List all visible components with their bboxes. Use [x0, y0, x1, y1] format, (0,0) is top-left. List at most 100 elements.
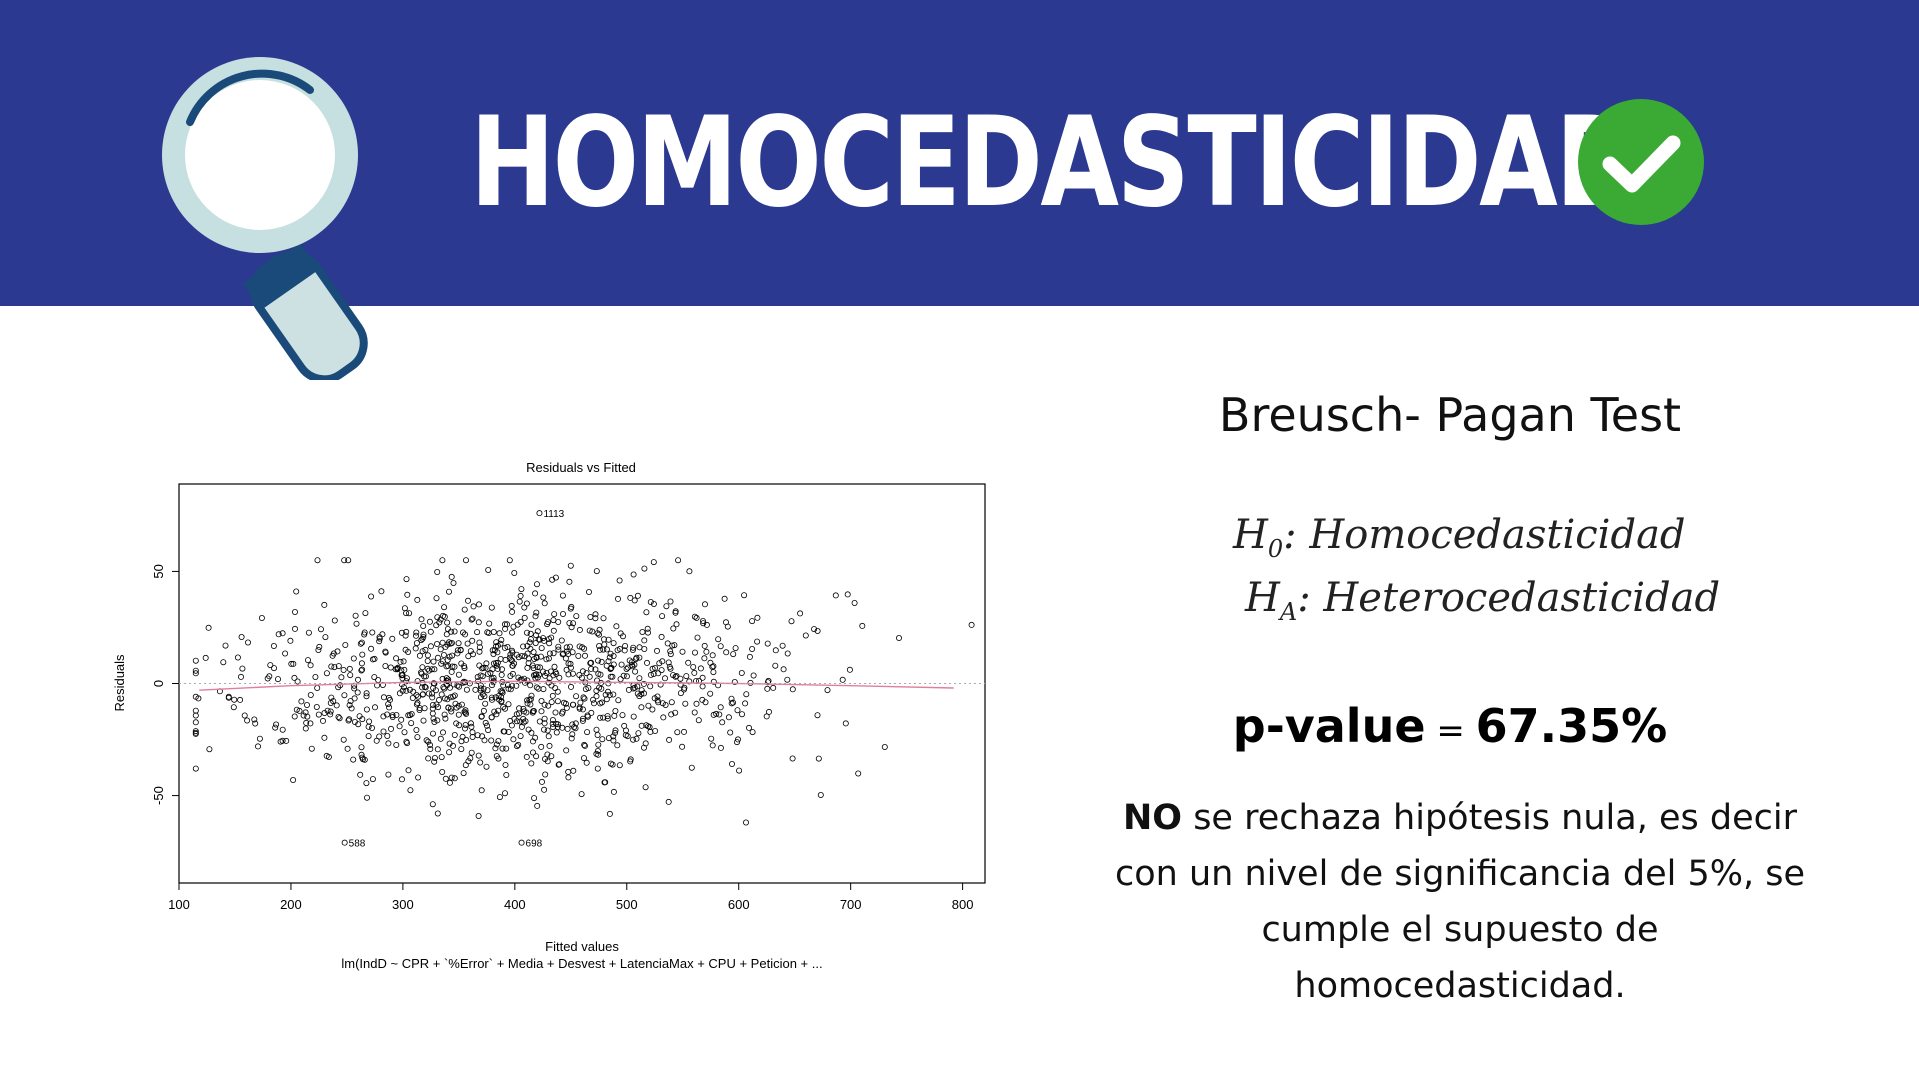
data-point — [358, 660, 365, 667]
p-value-label: p-value — [1232, 699, 1426, 753]
data-point — [533, 609, 540, 616]
data-point — [425, 738, 432, 745]
data-point — [507, 717, 514, 724]
data-point — [579, 717, 586, 724]
data-point — [550, 627, 557, 634]
data-point — [602, 779, 609, 786]
data-point — [431, 718, 438, 725]
data-point — [677, 681, 684, 688]
x-tick-label: 500 — [616, 897, 638, 912]
data-point — [747, 679, 754, 686]
data-point — [623, 665, 630, 672]
data-point — [408, 710, 415, 717]
data-point — [638, 691, 645, 698]
data-point — [679, 743, 686, 750]
data-point — [764, 685, 771, 692]
alternative-hypothesis: HA: Heterocedasticidad — [1245, 575, 1720, 626]
data-point — [844, 591, 851, 598]
data-point — [631, 661, 638, 668]
data-point — [270, 665, 277, 672]
data-point — [549, 692, 556, 699]
data-point — [499, 745, 506, 752]
data-point — [515, 741, 522, 748]
data-point — [556, 761, 563, 768]
point-label: 588 — [349, 839, 366, 850]
data-point — [703, 648, 710, 655]
data-point — [636, 654, 643, 661]
data-point — [730, 651, 737, 658]
data-point — [623, 673, 630, 680]
data-point — [483, 660, 490, 667]
data-point — [443, 675, 450, 682]
data-point — [647, 598, 654, 605]
data-point — [523, 629, 530, 636]
data-point — [495, 707, 502, 714]
data-point — [514, 621, 521, 628]
data-point — [488, 694, 495, 701]
data-point — [567, 683, 574, 690]
data-point — [462, 707, 469, 714]
data-point — [282, 650, 289, 657]
data-point — [666, 663, 673, 670]
data-point — [293, 588, 300, 595]
data-point — [617, 630, 624, 637]
data-point — [699, 696, 706, 703]
data-point — [690, 663, 697, 670]
data-point — [532, 613, 539, 620]
data-point — [192, 730, 199, 737]
data-point — [507, 672, 514, 679]
data-point — [832, 592, 839, 599]
data-point — [331, 617, 338, 624]
data-point — [513, 711, 520, 718]
data-point — [504, 681, 511, 688]
data-point — [386, 696, 393, 703]
data-point — [450, 693, 457, 700]
data-point — [527, 701, 534, 708]
data-point — [439, 557, 446, 564]
data-point — [605, 636, 612, 643]
data-point — [448, 639, 455, 646]
data-point — [633, 654, 640, 661]
data-point — [307, 691, 314, 698]
data-point — [607, 673, 614, 680]
data-point — [710, 663, 717, 670]
point-label: 698 — [526, 839, 543, 850]
data-point — [397, 658, 404, 665]
data-point — [363, 794, 370, 801]
data-point — [444, 678, 451, 685]
data-point — [362, 610, 369, 617]
data-point — [592, 666, 599, 673]
data-point — [425, 755, 432, 762]
data-point — [419, 664, 426, 671]
data-point — [398, 681, 405, 688]
data-point — [703, 621, 710, 628]
data-point — [552, 685, 559, 692]
data-point — [527, 682, 534, 689]
data-point — [403, 678, 410, 685]
data-point — [513, 682, 520, 689]
data-point — [335, 713, 342, 720]
data-point — [555, 618, 562, 625]
data-point — [344, 745, 351, 752]
data-point — [693, 700, 700, 707]
data-point — [493, 741, 500, 748]
data-point — [192, 693, 199, 700]
data-point — [530, 708, 537, 715]
data-point — [420, 633, 427, 640]
data-point — [475, 619, 482, 626]
data-point — [586, 673, 593, 680]
data-point — [422, 684, 429, 691]
data-point — [451, 775, 458, 782]
data-point — [851, 599, 858, 606]
x-tick-label: 100 — [168, 897, 190, 912]
data-point — [436, 696, 443, 703]
data-point — [279, 737, 286, 744]
data-point — [231, 696, 238, 703]
data-point — [451, 731, 458, 738]
chart-title: Residuals vs Fitted — [526, 460, 636, 475]
data-point — [433, 640, 440, 647]
data-point — [779, 642, 786, 649]
data-point — [225, 693, 232, 700]
data-point — [307, 662, 314, 669]
data-point — [452, 700, 459, 707]
